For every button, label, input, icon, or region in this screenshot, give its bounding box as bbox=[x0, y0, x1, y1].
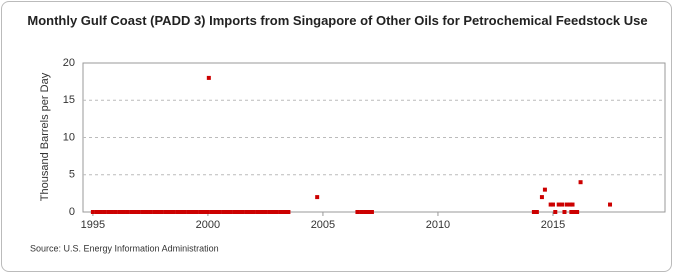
point bbox=[129, 210, 134, 214]
point bbox=[171, 210, 176, 214]
point bbox=[228, 210, 233, 214]
point bbox=[136, 210, 141, 214]
point bbox=[217, 210, 222, 214]
point bbox=[109, 210, 114, 214]
point bbox=[175, 210, 180, 214]
point bbox=[236, 210, 241, 214]
y-tick-label: 5 bbox=[69, 169, 75, 181]
source: Source: U.S. Energy Information Administ… bbox=[30, 243, 219, 253]
point bbox=[274, 210, 279, 214]
point bbox=[556, 202, 561, 207]
point bbox=[578, 180, 583, 185]
y-tick-label: 10 bbox=[63, 131, 75, 143]
point bbox=[363, 210, 368, 214]
point bbox=[534, 210, 539, 214]
point bbox=[205, 210, 210, 214]
point bbox=[550, 202, 555, 207]
point bbox=[213, 210, 218, 214]
point bbox=[282, 210, 287, 214]
x-tick-label: 2005 bbox=[311, 219, 335, 231]
point bbox=[155, 210, 160, 214]
point bbox=[369, 210, 374, 214]
point bbox=[560, 202, 565, 207]
y-tick-label: 0 bbox=[69, 206, 75, 218]
point bbox=[575, 210, 580, 214]
point bbox=[209, 210, 214, 214]
point bbox=[359, 210, 364, 214]
point bbox=[98, 210, 103, 214]
point bbox=[94, 210, 99, 214]
point bbox=[121, 210, 126, 214]
point bbox=[255, 210, 260, 214]
point bbox=[244, 210, 249, 214]
x-tick-label: 1995 bbox=[81, 219, 105, 231]
point bbox=[564, 202, 569, 207]
point bbox=[548, 202, 553, 207]
point bbox=[286, 210, 291, 214]
point bbox=[113, 210, 118, 214]
frame bbox=[1, 1, 672, 272]
point bbox=[355, 210, 360, 214]
point bbox=[132, 210, 137, 214]
point bbox=[225, 210, 230, 214]
point bbox=[232, 210, 237, 214]
point bbox=[271, 210, 276, 214]
point bbox=[263, 210, 268, 214]
point bbox=[148, 210, 153, 214]
point bbox=[366, 210, 371, 214]
point bbox=[159, 210, 164, 214]
point bbox=[125, 210, 130, 214]
x-tick-label: 2010 bbox=[426, 219, 450, 231]
point bbox=[102, 210, 107, 214]
point bbox=[572, 210, 577, 214]
y-tick-label: 20 bbox=[63, 57, 75, 69]
point bbox=[542, 187, 547, 192]
point bbox=[186, 210, 191, 214]
point bbox=[267, 210, 272, 214]
point bbox=[152, 210, 157, 214]
point bbox=[248, 210, 253, 214]
point bbox=[531, 210, 536, 214]
point bbox=[178, 210, 183, 214]
x-tick-label: 2015 bbox=[541, 219, 565, 231]
point bbox=[315, 195, 320, 200]
point bbox=[568, 202, 573, 207]
chart-title: Monthly Gulf Coast (PADD 3) Imports from… bbox=[27, 13, 648, 28]
point bbox=[569, 210, 574, 214]
point bbox=[198, 210, 203, 214]
point bbox=[117, 210, 122, 214]
x-tick-label: 2000 bbox=[196, 219, 220, 231]
point bbox=[106, 210, 111, 214]
point bbox=[221, 210, 226, 214]
point bbox=[562, 210, 567, 214]
point bbox=[167, 210, 172, 214]
point bbox=[144, 210, 149, 214]
point bbox=[182, 210, 187, 214]
y-axis-label: Thousand Barrels per Day bbox=[39, 72, 51, 201]
point bbox=[206, 75, 211, 80]
point bbox=[140, 210, 145, 214]
point bbox=[570, 202, 575, 207]
point bbox=[608, 202, 613, 207]
point bbox=[240, 210, 245, 214]
point bbox=[553, 210, 558, 214]
point bbox=[90, 210, 95, 214]
point bbox=[190, 210, 195, 214]
point bbox=[194, 210, 199, 214]
point bbox=[539, 195, 544, 200]
point bbox=[202, 210, 207, 214]
point bbox=[251, 210, 256, 214]
point bbox=[278, 210, 283, 214]
point bbox=[163, 210, 168, 214]
y-tick-label: 15 bbox=[63, 94, 75, 106]
point bbox=[259, 210, 264, 214]
